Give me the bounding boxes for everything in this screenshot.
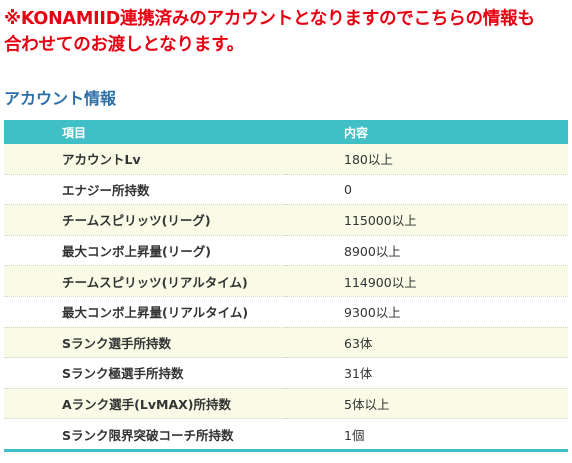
table-row: Aランク選手(LvMAX)所持数 5体以上: [4, 388, 568, 420]
row-value: 8900以上: [286, 235, 568, 267]
table-row: Sランク限界突破コーチ所持数 1個: [4, 418, 568, 452]
account-info-table: 項目 内容 アカウントLv 180以上 エナジー所持数 0 チームスピリッツ(リ…: [4, 120, 568, 452]
row-key: Sランク極選手所持数: [4, 357, 286, 389]
row-value: 5体以上: [286, 388, 568, 420]
row-value: 0: [286, 174, 568, 206]
row-value: 114900以上: [286, 265, 568, 297]
row-key: Sランク選手所持数: [4, 327, 286, 359]
row-value: 63体: [286, 327, 568, 359]
row-key: 最大コンボ上昇量(リアルタイム): [4, 296, 286, 328]
row-key: エナジー所持数: [4, 174, 286, 206]
row-value: 9300以上: [286, 296, 568, 328]
row-key: アカウントLv: [4, 144, 286, 175]
row-key: チームスピリッツ(リアルタイム): [4, 265, 286, 297]
table-row: チームスピリッツ(リアルタイム) 114900以上: [4, 265, 568, 297]
table-row: 最大コンボ上昇量(リアルタイム) 9300以上: [4, 296, 568, 328]
row-value: 115000以上: [286, 204, 568, 236]
notice-line-2: 合わせてのお渡しとなります。: [4, 35, 244, 55]
table-header-row: 項目 内容: [4, 120, 568, 144]
row-value: 180以上: [286, 144, 568, 175]
header-item: 項目: [4, 120, 286, 144]
section-title: アカウント情報: [4, 89, 117, 108]
row-value: 31体: [286, 357, 568, 389]
table-row: チームスピリッツ(リーグ) 115000以上: [4, 204, 568, 236]
row-value: 1個: [286, 418, 568, 452]
table-row: Sランク選手所持数 63体: [4, 327, 568, 359]
table-row: Sランク極選手所持数 31体: [4, 357, 568, 389]
notice-text: ※KONAMIID連携済みのアカウントとなりますのでこちらの情報も 合わせてのお…: [4, 6, 570, 58]
row-key: チームスピリッツ(リーグ): [4, 204, 286, 236]
notice-line-1: ※KONAMIID連携済みのアカウントとなりますのでこちらの情報も: [4, 9, 535, 29]
row-key: Sランク限界突破コーチ所持数: [4, 418, 286, 452]
table-row: エナジー所持数 0: [4, 174, 568, 206]
row-key: Aランク選手(LvMAX)所持数: [4, 388, 286, 420]
table-row: アカウントLv 180以上: [4, 144, 568, 175]
table-row: 最大コンボ上昇量(リーグ) 8900以上: [4, 235, 568, 267]
header-content: 内容: [286, 120, 568, 144]
row-key: 最大コンボ上昇量(リーグ): [4, 235, 286, 267]
